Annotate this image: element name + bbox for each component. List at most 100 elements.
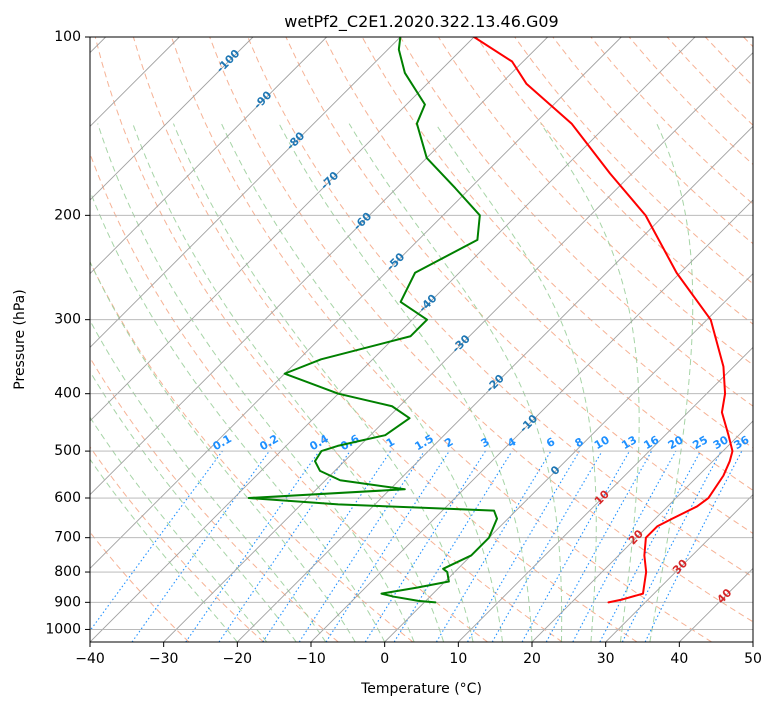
mixing-ratio-line <box>90 450 223 632</box>
mixing-ratio-line <box>325 450 450 642</box>
isotherm-label: -10 <box>517 412 540 435</box>
dry-adiabat <box>666 37 753 126</box>
mixing-ratio-label: 0.2 <box>257 432 280 453</box>
mixing-ratio-label: 13 <box>619 433 639 452</box>
x-axis: −40 −30 −20 −10 0 10 20 30 40 50 <box>75 642 762 667</box>
chart-title: wetPf2_C2E1.2020.322.13.46.G09 <box>284 12 558 32</box>
mixing-ratio-line <box>599 450 702 642</box>
plot-frame <box>89 36 754 643</box>
isotherm-label: 30 <box>670 557 690 577</box>
mixing-ratio-line <box>298 450 425 642</box>
y-tick-label: 600 <box>54 490 81 506</box>
mixing-ratio-label: 25 <box>690 433 710 452</box>
dry-adiabat <box>285 37 753 535</box>
moist-adiabat <box>90 416 268 642</box>
x-tick-label: −40 <box>75 651 105 667</box>
dry-adiabat <box>209 37 753 623</box>
x-tick-label: 40 <box>670 651 688 667</box>
mixing-ratio-line <box>644 450 743 642</box>
mixing-ratio-label: 16 <box>641 433 661 452</box>
dry-adiabat <box>476 37 753 325</box>
moist-adiabat <box>348 123 563 642</box>
guide-lines <box>90 37 753 642</box>
isotherm <box>163 52 753 642</box>
isotherm-label: -50 <box>384 250 407 273</box>
dry-adiabat <box>743 37 753 48</box>
isotherm <box>752 641 753 642</box>
mixing-ratio-line <box>262 450 392 642</box>
temperature-line <box>473 37 734 604</box>
y-axis-label: Pressure (hPa) <box>12 289 28 389</box>
mixing-ratio-line <box>364 450 486 642</box>
y-tick-label: 100 <box>54 29 81 45</box>
dewpoint-line <box>247 37 499 604</box>
dry-adiabat <box>438 37 753 366</box>
y-tick-label: 400 <box>54 386 81 402</box>
y-tick-label: 300 <box>54 312 81 328</box>
moist-adiabat <box>90 260 356 642</box>
dry-adiabat <box>171 37 713 642</box>
isotherm <box>90 37 475 422</box>
x-tick-label: 50 <box>744 651 762 667</box>
isotherm <box>90 37 548 496</box>
dry-adiabat <box>94 37 563 642</box>
mixing-ratio-line <box>572 450 677 642</box>
x-tick-label: −10 <box>296 651 326 667</box>
moist-adiabat <box>540 123 640 642</box>
x-axis-label: Temperature (°C) <box>360 681 482 697</box>
mixing-ratio-label: 2 <box>442 435 455 450</box>
isotherm-label: 0 <box>548 463 563 478</box>
x-tick-label: 0 <box>380 651 389 667</box>
mixing-ratio-line <box>131 450 270 642</box>
isotherm-label: -100 <box>214 47 243 76</box>
dry-adiabat <box>323 37 753 491</box>
isotherm <box>310 199 753 642</box>
dry-adiabat <box>590 37 753 205</box>
mixing-ratio-label: 10 <box>592 433 612 452</box>
isotherm-label: -60 <box>351 209 374 232</box>
mixing-ratio-label: 36 <box>732 433 752 452</box>
isotherm-label: -70 <box>318 169 341 192</box>
isotherm <box>90 37 696 642</box>
dry-adiabat <box>90 356 339 642</box>
isotherm <box>458 346 753 642</box>
dry-adiabat <box>514 37 753 285</box>
mixing-ratio-line <box>545 450 653 642</box>
moist-adiabat <box>649 123 694 642</box>
y-tick-label: 700 <box>54 530 81 546</box>
moist-adiabat <box>90 189 386 642</box>
mixing-ratio-label: 4 <box>505 435 518 450</box>
dry-adiabat <box>552 37 753 245</box>
y-tick-label: 900 <box>54 594 81 610</box>
isotherm-label: -90 <box>251 88 274 111</box>
dry-adiabat <box>132 37 638 642</box>
isotherm <box>679 567 753 642</box>
dry-adiabat <box>90 446 264 642</box>
dry-adiabat <box>90 260 414 642</box>
mixing-ratio-label: 20 <box>666 433 686 452</box>
isotherm <box>90 37 622 569</box>
y-tick-label: 200 <box>54 207 81 223</box>
mixing-ratio-label: 3 <box>479 435 492 450</box>
moist-adiabat <box>172 123 474 642</box>
dry-adiabat <box>90 152 488 642</box>
mixing-ratio-line <box>521 450 630 642</box>
x-tick-label: −30 <box>149 651 179 667</box>
isotherm <box>90 37 327 275</box>
y-tick-label: 500 <box>54 443 81 459</box>
mixing-ratio-line <box>218 450 351 642</box>
moist-adiabat <box>90 370 297 642</box>
isotherm <box>605 494 753 642</box>
moist-adiabat <box>132 123 445 642</box>
isotherm-label: 10 <box>592 487 612 507</box>
isotherm-label: -30 <box>449 332 472 355</box>
mixing-ratio-label: 1.5 <box>413 432 436 453</box>
isotherm-label: 20 <box>626 527 646 547</box>
moist-adiabat <box>278 123 533 642</box>
dry-adiabat <box>90 531 190 642</box>
isotherm-label: -40 <box>416 292 439 315</box>
x-tick-label: 20 <box>523 651 541 667</box>
moist-adiabat <box>435 123 597 642</box>
isotherm-label: -20 <box>484 372 507 395</box>
